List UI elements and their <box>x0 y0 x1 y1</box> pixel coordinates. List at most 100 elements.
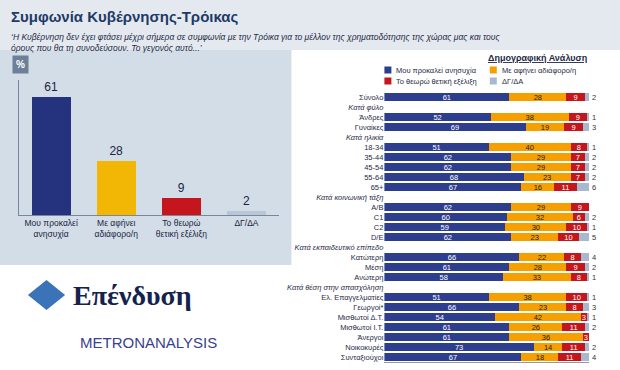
svg-text:%: % <box>16 59 25 70</box>
svg-text:30: 30 <box>532 223 540 232</box>
svg-text:Επένδυση: Επένδυση <box>73 280 192 311</box>
svg-text:Μισθωτοί Ι.Τ.: Μισθωτοί Ι.Τ. <box>340 323 383 332</box>
svg-text:67: 67 <box>449 183 457 192</box>
svg-text:Κατώτερη: Κατώτερη <box>351 253 384 262</box>
svg-text:ΔΓ/ΔΑ: ΔΓ/ΔΑ <box>502 77 523 86</box>
svg-text:Δημογραφική Ανάλυση: Δημογραφική Ανάλυση <box>488 53 587 63</box>
svg-text:54: 54 <box>435 313 443 322</box>
svg-text:16: 16 <box>534 183 542 192</box>
svg-text:Άνδρες: Άνδρες <box>359 113 383 122</box>
svg-text:69: 69 <box>451 123 459 132</box>
svg-text:Το θεωρώθετική εξέλιξη: Το θεωρώθετική εξέλιξη <box>156 218 207 239</box>
svg-text:7: 7 <box>576 163 580 172</box>
svg-text:Γεωργοί*: Γεωργοί* <box>353 303 383 312</box>
svg-text:61: 61 <box>443 93 451 102</box>
svg-text:C1: C1 <box>374 213 384 222</box>
svg-text:1: 1 <box>592 293 596 302</box>
svg-text:60: 60 <box>442 213 450 222</box>
svg-text:1: 1 <box>592 113 596 122</box>
svg-text:23: 23 <box>539 303 547 312</box>
svg-text:1: 1 <box>592 143 596 152</box>
svg-text:4: 4 <box>592 353 596 362</box>
svg-text:62: 62 <box>444 203 452 212</box>
svg-text:2: 2 <box>592 163 596 172</box>
svg-text:3: 3 <box>592 123 596 132</box>
svg-text:11: 11 <box>570 323 578 332</box>
svg-text:Κατά ηλικία: Κατά ηλικία <box>346 133 384 142</box>
svg-text:26: 26 <box>532 323 540 332</box>
svg-text:59: 59 <box>441 223 449 232</box>
svg-text:Μου προκαλεί ανησυχία: Μου προκαλεί ανησυχία <box>396 66 477 75</box>
svg-text:29: 29 <box>537 153 545 162</box>
svg-text:2: 2 <box>592 343 596 352</box>
svg-text:28: 28 <box>109 144 123 158</box>
svg-text:23: 23 <box>543 173 551 182</box>
svg-text:11: 11 <box>570 343 578 352</box>
svg-text:40: 40 <box>525 143 533 152</box>
svg-text:Μισθωτοί Δ.Τ.: Μισθωτοί Δ.Τ. <box>338 313 384 322</box>
svg-text:29: 29 <box>537 203 545 212</box>
svg-text:Μέση: Μέση <box>365 263 383 272</box>
svg-text:23: 23 <box>531 233 539 242</box>
svg-text:29: 29 <box>537 163 545 172</box>
svg-text:61: 61 <box>443 333 451 342</box>
svg-text:Κατά εκπαιδευτικό επίπεδο: Κατά εκπαιδευτικό επίπεδο <box>295 243 384 252</box>
svg-text:62: 62 <box>444 163 452 172</box>
svg-text:68: 68 <box>450 173 458 182</box>
svg-text:9: 9 <box>574 93 578 102</box>
svg-text:8: 8 <box>577 143 581 152</box>
svg-text:11: 11 <box>562 183 570 192</box>
svg-text:3: 3 <box>582 313 586 322</box>
svg-text:66: 66 <box>448 303 456 312</box>
svg-text:9: 9 <box>578 203 582 212</box>
svg-text:62: 62 <box>444 153 452 162</box>
svg-text:38: 38 <box>523 293 531 302</box>
svg-text:65+: 65+ <box>371 183 384 192</box>
svg-text:28: 28 <box>534 93 542 102</box>
svg-text:6: 6 <box>577 213 581 222</box>
svg-text:A/B: A/B <box>371 203 383 212</box>
svg-text:9: 9 <box>576 113 580 122</box>
svg-text:Με αφήνειαδιάφορο/η: Με αφήνειαδιάφορο/η <box>95 218 139 239</box>
svg-text:5: 5 <box>592 233 596 242</box>
svg-text:58: 58 <box>440 273 448 282</box>
svg-text:51: 51 <box>432 293 440 302</box>
svg-text:7: 7 <box>576 153 580 162</box>
svg-text:36: 36 <box>542 333 550 342</box>
svg-text:1: 1 <box>592 273 596 282</box>
svg-text:1: 1 <box>592 223 596 232</box>
svg-text:67: 67 <box>449 353 457 362</box>
svg-text:2: 2 <box>243 194 250 208</box>
svg-text:55-64: 55-64 <box>364 173 383 182</box>
svg-text:2: 2 <box>592 93 596 102</box>
svg-text:42: 42 <box>534 313 542 322</box>
svg-text:9: 9 <box>572 123 576 132</box>
svg-text:3: 3 <box>584 333 588 342</box>
svg-text:18-34: 18-34 <box>364 143 383 152</box>
svg-text:14: 14 <box>544 343 552 352</box>
svg-text:1: 1 <box>592 313 596 322</box>
svg-text:2: 2 <box>592 213 596 222</box>
svg-text:METRONANALYSIS: METRONANALYSIS <box>80 334 217 351</box>
svg-text:Ανώτερη: Ανώτερη <box>354 273 383 282</box>
svg-text:61: 61 <box>443 263 451 272</box>
svg-text:28: 28 <box>534 263 542 272</box>
svg-text:51: 51 <box>432 143 440 152</box>
svg-text:C2: C2 <box>374 223 384 232</box>
svg-text:2: 2 <box>592 173 596 182</box>
svg-text:6: 6 <box>592 183 596 192</box>
svg-text:32: 32 <box>536 213 544 222</box>
svg-text:9: 9 <box>178 181 185 195</box>
svg-text:61: 61 <box>443 323 451 332</box>
svg-text:2: 2 <box>592 323 596 332</box>
svg-text:8: 8 <box>573 303 577 312</box>
svg-text:10: 10 <box>573 223 581 232</box>
svg-text:Κατά φύλο: Κατά φύλο <box>348 103 383 112</box>
svg-text:Κατά κοινωνική τάξη: Κατά κοινωνική τάξη <box>316 193 383 202</box>
svg-text:52: 52 <box>433 113 441 122</box>
svg-text:3: 3 <box>592 303 596 312</box>
svg-text:38: 38 <box>525 113 533 122</box>
svg-text:Μου προκαλείανησυχία: Μου προκαλείανησυχία <box>25 218 78 239</box>
svg-text:22: 22 <box>538 253 546 262</box>
svg-text:8: 8 <box>571 253 575 262</box>
